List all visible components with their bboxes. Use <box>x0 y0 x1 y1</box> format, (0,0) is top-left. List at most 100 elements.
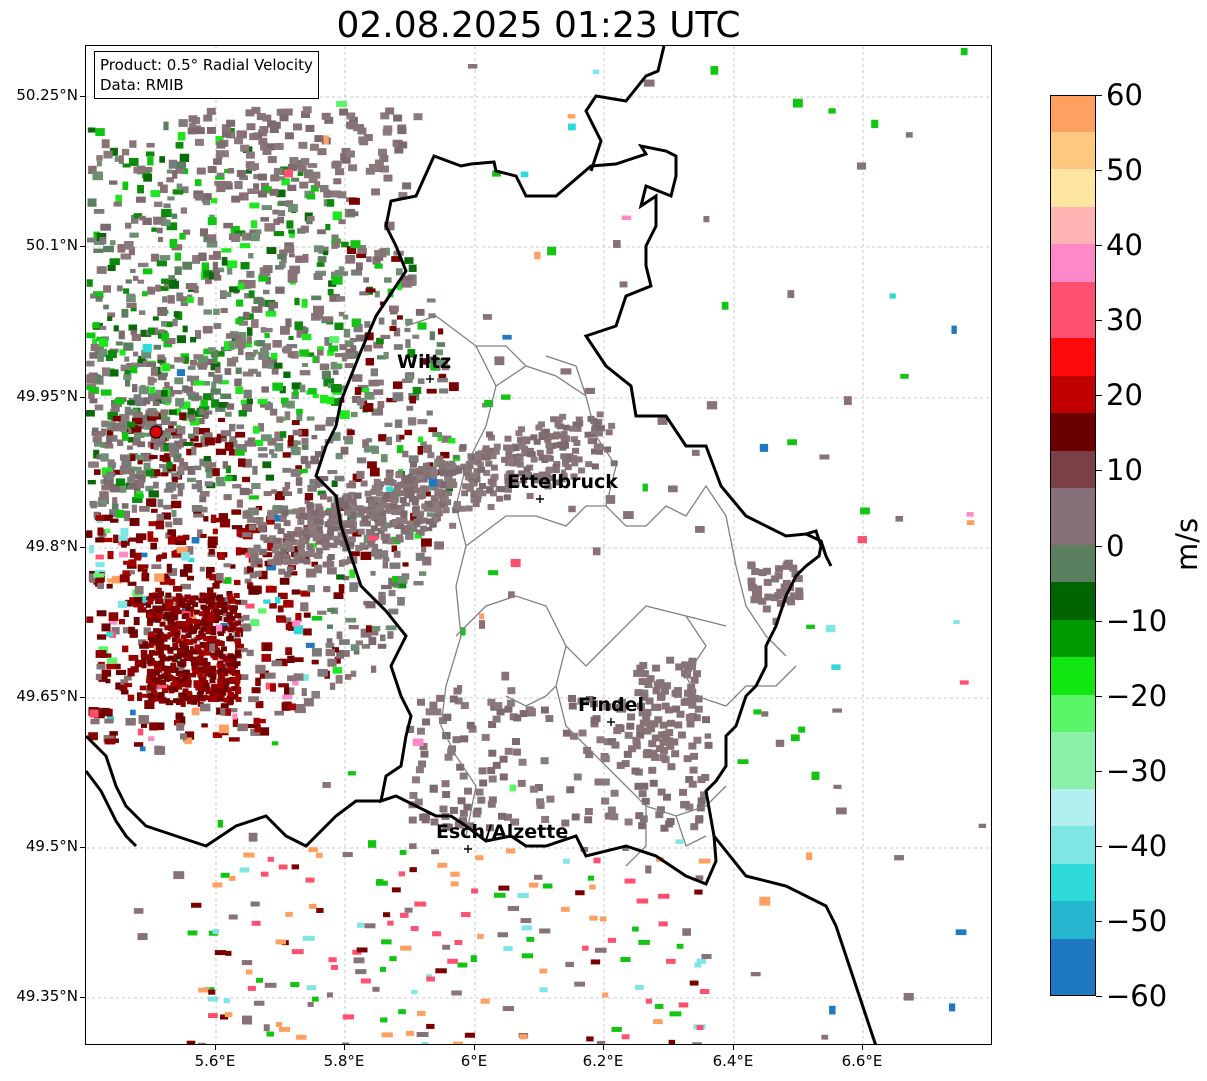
echo-cell <box>468 454 476 461</box>
echo-cell <box>596 430 604 437</box>
echo-cell <box>187 557 195 562</box>
echo-cell <box>111 503 119 513</box>
echo-cell <box>638 709 647 717</box>
echo-cell <box>199 490 210 497</box>
echo-cell <box>236 499 243 508</box>
echo-cell <box>150 190 161 197</box>
lon-tick <box>603 1045 604 1050</box>
echo-cell <box>176 699 183 705</box>
echo-cell <box>775 739 785 747</box>
echo-cell <box>251 483 261 490</box>
echo-cell <box>304 492 314 501</box>
echo-cell <box>153 344 162 350</box>
echo-cell <box>360 628 372 638</box>
echo-cell <box>190 359 197 366</box>
echo-cell <box>92 291 104 299</box>
echo-cell <box>187 599 194 605</box>
echo-cell <box>161 332 170 342</box>
echo-cell <box>124 516 130 522</box>
echo-cell <box>300 158 310 166</box>
echo-cell <box>281 702 291 711</box>
echo-cell <box>435 968 447 974</box>
echo-cell <box>324 509 332 516</box>
echo-cell <box>520 171 529 178</box>
echo-cell <box>150 542 158 550</box>
echo-cell <box>198 252 207 262</box>
colorbar-segment <box>1051 975 1095 995</box>
echo-cell <box>148 736 155 741</box>
echo-cell <box>426 388 437 394</box>
echo-cell <box>503 494 511 501</box>
echo-cell <box>413 581 424 586</box>
echo-cell <box>150 660 157 666</box>
echo-cell <box>137 363 149 368</box>
echo-cell <box>651 753 660 761</box>
echo-cell <box>330 502 338 509</box>
echo-cell <box>131 424 138 434</box>
echo-cell <box>470 955 477 963</box>
echo-cell <box>675 663 684 671</box>
echo-cell <box>305 642 315 648</box>
echo-cell <box>257 718 266 724</box>
radar-map[interactable] <box>85 45 992 1045</box>
echo-cell <box>464 1032 475 1038</box>
echo-cell <box>198 611 205 617</box>
echo-cell <box>147 531 154 539</box>
echo-cell <box>92 338 98 347</box>
echo-cell <box>643 79 655 87</box>
echo-cell <box>691 449 700 456</box>
echo-cell <box>126 564 137 569</box>
echo-cell <box>202 381 211 386</box>
echo-cell <box>365 288 376 293</box>
echo-cell <box>645 998 652 1004</box>
echo-cell <box>636 724 645 732</box>
echo-cell <box>145 151 155 157</box>
echo-cell <box>243 311 250 319</box>
echo-cell <box>388 608 399 615</box>
echo-cell <box>670 738 679 746</box>
echo-cell <box>287 534 295 541</box>
echo-cell <box>806 852 813 861</box>
echo-cell <box>174 266 182 275</box>
echo-cell <box>86 410 95 417</box>
echo-cell <box>339 410 350 419</box>
echo-cell <box>114 398 125 405</box>
echo-cell <box>186 448 192 456</box>
echo-cell <box>368 628 379 636</box>
echo-cell <box>301 444 309 450</box>
colorbar-tick-label: 50 <box>1106 153 1143 188</box>
echo-cell <box>260 327 266 333</box>
echo-cell <box>234 669 241 675</box>
echo-cell <box>272 209 279 215</box>
echo-cell <box>274 431 281 441</box>
echo-cell <box>259 347 269 355</box>
echo-cell <box>266 511 278 520</box>
echo-cell <box>317 610 327 615</box>
echo-cell <box>151 564 162 569</box>
echo-cell <box>401 502 411 507</box>
echo-cell <box>265 586 277 593</box>
echo-cell <box>295 477 303 486</box>
west-border <box>86 734 381 848</box>
echo-cell <box>421 1041 429 1044</box>
echo-cell <box>313 273 323 280</box>
echo-cell <box>689 980 699 986</box>
echo-cell <box>122 181 129 190</box>
echo-cell <box>208 612 215 618</box>
echo-cell <box>189 595 196 601</box>
echo-cell <box>430 495 438 502</box>
echo-cell <box>131 417 143 425</box>
echo-cell <box>116 509 125 518</box>
echo-cell <box>349 582 359 589</box>
echo-cell <box>333 592 344 599</box>
echo-cell <box>122 163 131 168</box>
echo-cell <box>478 483 486 490</box>
echo-cell <box>201 667 211 674</box>
echo-cell <box>568 123 576 131</box>
colorbar-unit-label: m/s <box>1170 517 1204 571</box>
echo-cell <box>154 617 161 623</box>
echo-cell <box>184 594 191 600</box>
echo-cell <box>123 560 133 565</box>
echo-cell <box>408 264 417 272</box>
echo-cell <box>145 418 154 427</box>
